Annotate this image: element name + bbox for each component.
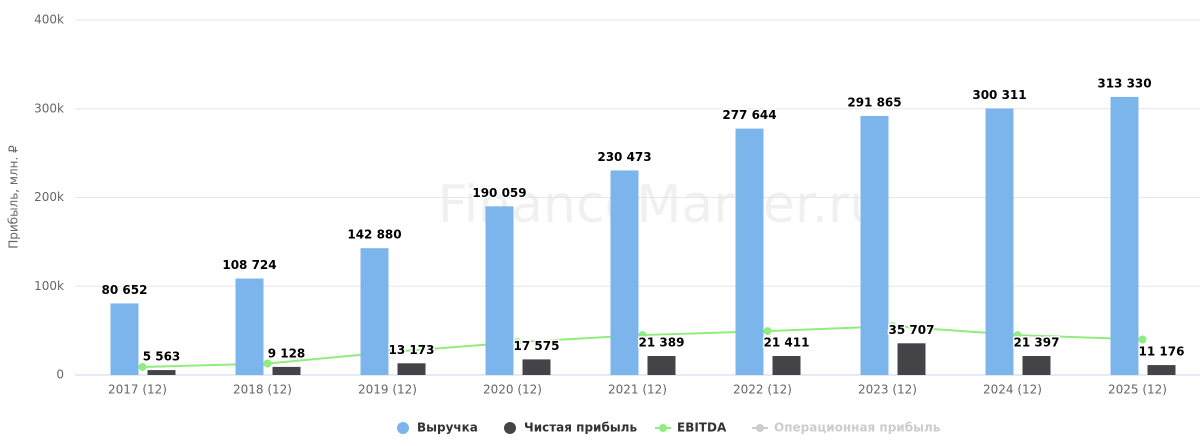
line-point xyxy=(388,347,397,356)
bar xyxy=(897,343,926,375)
bar xyxy=(772,355,801,375)
y-tick-label: 300k xyxy=(34,101,64,115)
bar xyxy=(860,115,889,375)
x-tick-label: 2023 (12) xyxy=(858,383,917,397)
line-point xyxy=(638,331,647,340)
legend-label[interactable]: EBITDA xyxy=(677,421,727,435)
data-label: 35 707 xyxy=(889,323,935,337)
bar xyxy=(735,128,764,375)
bar xyxy=(272,366,301,375)
x-tick-label: 2019 (12) xyxy=(358,383,417,397)
legend-marker[interactable] xyxy=(504,422,516,434)
y-axis-label: Прибыль, млн. ₽ xyxy=(7,145,21,249)
data-label: 9 128 xyxy=(268,346,306,360)
data-label: 80 652 xyxy=(102,283,148,297)
data-label: 17 575 xyxy=(514,339,560,353)
y-tick-label: 0 xyxy=(56,368,64,382)
legend-label[interactable]: Чистая прибыль xyxy=(524,421,637,435)
data-label: 300 311 xyxy=(972,88,1026,102)
x-tick-label: 2022 (12) xyxy=(733,383,792,397)
data-label: 21 389 xyxy=(639,336,685,350)
data-label: 291 865 xyxy=(847,95,901,109)
data-label: 142 880 xyxy=(347,228,401,242)
legend-label[interactable]: Выручка xyxy=(417,421,478,435)
y-tick-label: 400k xyxy=(34,13,64,27)
y-tick-label: 200k xyxy=(34,190,64,204)
bar xyxy=(1022,356,1051,375)
line-point xyxy=(763,327,772,336)
legend-label[interactable]: Операционная прибыль xyxy=(774,421,941,435)
data-label: 11 176 xyxy=(1139,345,1185,359)
legend-marker[interactable] xyxy=(397,422,409,434)
x-tick-label: 2020 (12) xyxy=(483,383,542,397)
line-point xyxy=(1138,335,1147,344)
bar xyxy=(647,356,676,375)
bar xyxy=(110,303,139,375)
bar xyxy=(610,170,639,375)
data-label: 13 173 xyxy=(389,343,435,357)
y-tick-label: 100k xyxy=(34,279,64,293)
data-label: 190 059 xyxy=(472,186,526,200)
bar xyxy=(485,206,514,375)
x-tick-label: 2021 (12) xyxy=(608,383,667,397)
legend-marker[interactable] xyxy=(659,424,667,432)
bar xyxy=(360,248,389,375)
data-label: 5 563 xyxy=(143,350,181,364)
line-point xyxy=(513,338,522,347)
data-label: 313 330 xyxy=(1097,76,1151,90)
line-point xyxy=(138,363,147,372)
data-label: 277 644 xyxy=(722,108,776,122)
line-point xyxy=(888,322,897,331)
bar xyxy=(985,108,1014,375)
legend-marker[interactable] xyxy=(756,424,764,432)
line-point xyxy=(263,359,272,368)
x-tick-label: 2024 (12) xyxy=(983,383,1042,397)
bar xyxy=(147,370,176,375)
bar xyxy=(235,278,264,375)
data-label: 230 473 xyxy=(597,150,651,164)
x-tick-label: 2017 (12) xyxy=(108,383,167,397)
bar xyxy=(1110,96,1139,376)
bar xyxy=(1147,365,1176,375)
data-label: 108 724 xyxy=(222,258,276,272)
x-tick-label: 2025 (12) xyxy=(1108,383,1167,397)
data-label: 21 411 xyxy=(764,335,810,349)
x-tick-label: 2018 (12) xyxy=(233,383,292,397)
line-point xyxy=(1013,331,1022,340)
bar xyxy=(522,359,551,375)
bar xyxy=(397,363,426,375)
data-label: 21 397 xyxy=(1014,336,1060,350)
